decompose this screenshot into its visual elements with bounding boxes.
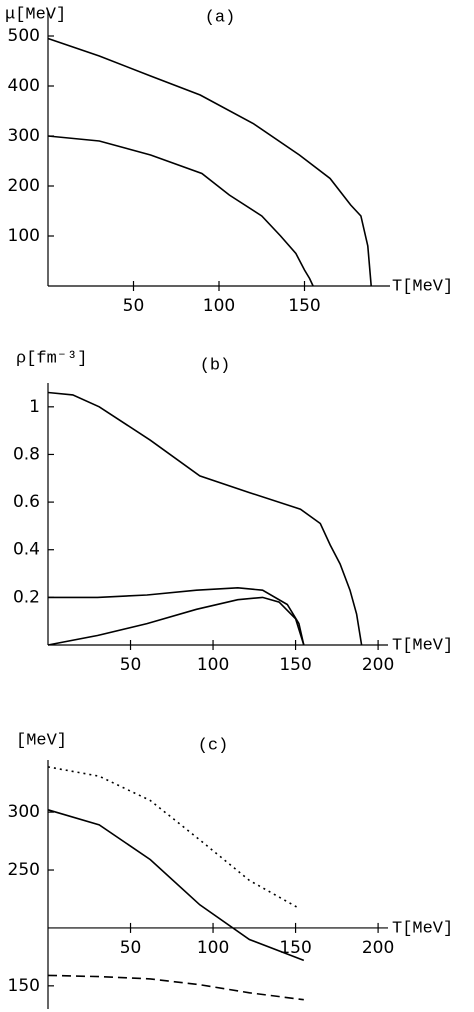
y-tick-label: 500 bbox=[8, 26, 40, 46]
y-tick-label: 0.8 bbox=[13, 444, 40, 464]
x-tick-label: 100 bbox=[197, 938, 229, 958]
y-tick-label: 400 bbox=[8, 76, 40, 96]
y-axis-label: μ[MeV] bbox=[5, 5, 66, 24]
y-tick-label: 100 bbox=[8, 226, 40, 246]
curve bbox=[47, 974, 304, 1001]
curve bbox=[47, 135, 314, 287]
x-tick-label: 100 bbox=[197, 655, 229, 675]
y-tick-label: 200 bbox=[8, 176, 40, 196]
y-tick-label: 300 bbox=[8, 126, 40, 146]
curve bbox=[47, 766, 300, 909]
y-tick-label: 150 bbox=[8, 976, 40, 996]
curve bbox=[48, 586, 305, 646]
x-tick-label: 200 bbox=[362, 938, 394, 958]
panel-title: (c) bbox=[198, 736, 229, 755]
curve bbox=[47, 596, 305, 646]
y-axis-label: ρ[fm⁻³] bbox=[16, 349, 87, 368]
panel-title: (a) bbox=[205, 8, 236, 27]
x-axis-label: T[MeV] bbox=[392, 636, 453, 655]
y-tick-label: 300 bbox=[8, 802, 40, 822]
x-tick-label: 150 bbox=[279, 655, 311, 675]
curve bbox=[47, 37, 372, 287]
x-tick-label: 150 bbox=[288, 296, 320, 316]
x-tick-label: 50 bbox=[120, 938, 142, 958]
x-tick-label: 150 bbox=[279, 938, 311, 958]
panel-title: (b) bbox=[200, 356, 231, 375]
x-tick-label: 50 bbox=[123, 296, 145, 316]
x-tick-label: 100 bbox=[203, 296, 235, 316]
x-axis-label: T[MeV] bbox=[392, 919, 453, 938]
y-tick-label: 0.6 bbox=[13, 492, 40, 512]
y-tick-label: 0.2 bbox=[13, 587, 40, 607]
y-tick-label: 1 bbox=[29, 397, 40, 417]
y-axis-label: [MeV] bbox=[16, 731, 67, 750]
x-axis-label: T[MeV] bbox=[392, 277, 453, 296]
curve bbox=[47, 391, 363, 646]
y-tick-label: 250 bbox=[8, 860, 40, 880]
x-tick-label: 50 bbox=[120, 655, 142, 675]
y-tick-label: 0.4 bbox=[13, 540, 40, 560]
curve bbox=[47, 809, 305, 962]
x-tick-label: 200 bbox=[362, 655, 394, 675]
